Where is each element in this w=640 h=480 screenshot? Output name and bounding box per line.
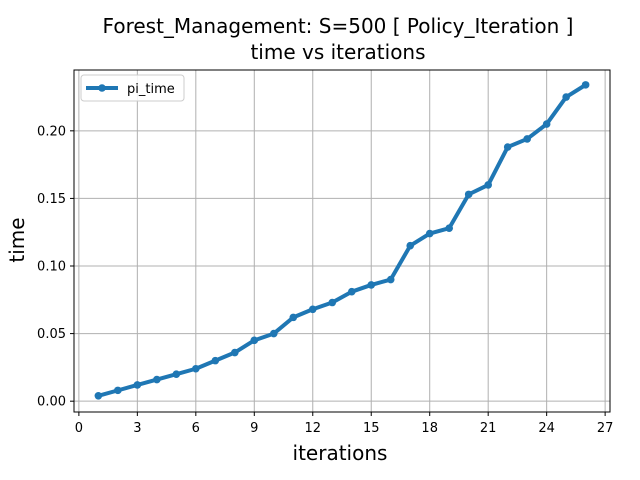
grid xyxy=(74,70,610,412)
data-point xyxy=(231,348,239,357)
data-point xyxy=(192,364,200,373)
data-point xyxy=(484,181,492,189)
data-point xyxy=(250,336,259,345)
data-point xyxy=(94,391,103,400)
x-tick-label: 27 xyxy=(597,421,614,436)
x-tick-label: 3 xyxy=(133,421,141,436)
x-tick-label: 21 xyxy=(480,421,497,436)
legend-marker-pi-time xyxy=(98,84,106,92)
data-point xyxy=(523,135,531,143)
series-group xyxy=(94,81,590,400)
y-tick-label: 0.15 xyxy=(37,192,66,207)
data-point xyxy=(581,81,590,89)
y-axis-label: time xyxy=(5,217,29,262)
axis-ticks: 0 3 6 9 12 15 18 21 24 27 0.00 0.05 0.10 0.15 0.20 xyxy=(37,124,613,436)
legend-label-pi-time: pi_time xyxy=(127,82,175,97)
x-axis-label: iterations xyxy=(293,441,388,465)
data-point xyxy=(153,375,161,384)
data-point xyxy=(503,143,512,151)
data-point xyxy=(542,120,551,128)
data-point xyxy=(211,356,220,365)
series-line-pi_time xyxy=(96,82,588,398)
legend: pi_time xyxy=(80,74,185,102)
x-tick-label: 6 xyxy=(192,421,200,436)
chart-subtitle: time vs iterations xyxy=(250,40,425,64)
y-tick-label: 0.10 xyxy=(37,260,66,275)
data-point xyxy=(464,190,473,199)
legend-box xyxy=(80,74,185,102)
x-tick-label: 12 xyxy=(304,421,321,436)
data-point xyxy=(289,313,298,322)
data-point xyxy=(367,281,376,289)
data-point xyxy=(133,381,142,389)
data-point xyxy=(386,275,395,284)
data-point xyxy=(328,298,337,307)
x-tick-label: 9 xyxy=(250,421,258,436)
y-tick-label: 0.05 xyxy=(37,327,66,342)
x-tick-label: 15 xyxy=(363,421,380,436)
x-tick-label: 18 xyxy=(421,421,438,436)
chart-title: Forest_Management: S=500 [ Policy_Iterat… xyxy=(103,14,574,38)
plot-area xyxy=(73,69,611,413)
data-point xyxy=(445,224,454,232)
data-point xyxy=(308,305,317,314)
data-point xyxy=(406,241,415,250)
x-tick-label: 0 xyxy=(75,421,83,436)
data-point xyxy=(347,287,356,296)
data-point xyxy=(562,93,570,101)
data-point xyxy=(269,329,278,338)
data-point xyxy=(172,370,181,378)
y-tick-label: 0.20 xyxy=(37,124,66,139)
x-tick-label: 24 xyxy=(538,421,555,436)
data-point xyxy=(114,386,122,395)
data-point xyxy=(425,229,434,238)
y-tick-label: 0.00 xyxy=(37,395,66,410)
